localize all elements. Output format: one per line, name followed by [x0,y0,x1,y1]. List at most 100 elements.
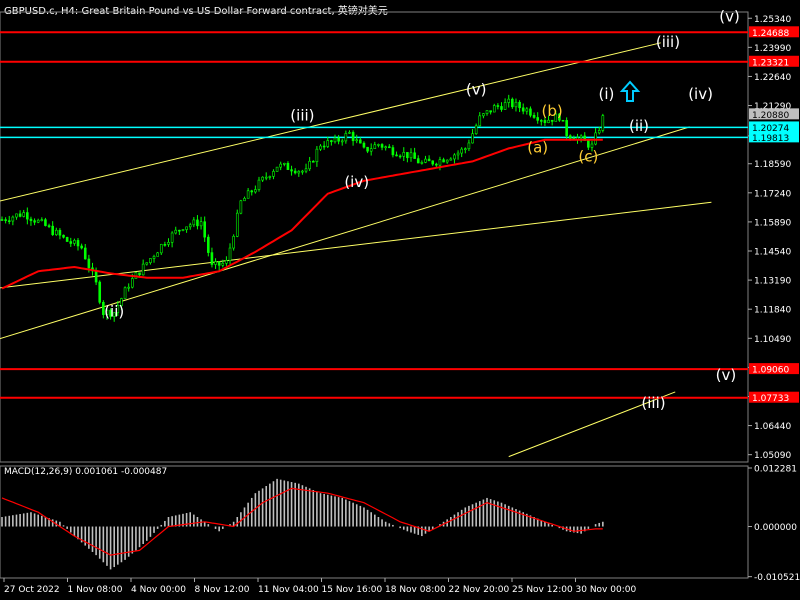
candle-body [239,200,243,214]
price-tick-label: 1.13190 [754,277,791,287]
candle-body [76,240,80,247]
price-tick-label: 1.25340 [754,15,791,25]
candle-body [453,154,456,160]
candle-body [485,110,489,114]
wave-label: (ii) [629,117,649,135]
candle-body [26,212,29,220]
candle-body [438,159,442,166]
time-tick-label: 27 Oct 2022 [4,585,60,595]
candle-body [44,219,47,226]
price-tick-label: 1.18590 [754,160,791,170]
level-tag-label: 1.07733 [752,394,789,404]
candle-body [225,260,228,264]
price-tick-label: 1.05090 [754,451,791,461]
candle-body [445,159,449,163]
candle-body [0,219,4,221]
candle-body [268,176,272,178]
time-tick-label: 30 Nov 00:00 [576,585,637,595]
candle-body [333,137,337,143]
candle-body [322,145,326,148]
macd-signal-line [1,487,603,556]
time-tick-label: 18 Nov 08:00 [385,585,446,595]
wave-label: (v) [719,7,740,25]
wave-label: (iii) [656,33,680,51]
candle-body [413,152,416,159]
candle-body [18,213,22,217]
candle-body [330,140,333,143]
candle-body [163,244,167,246]
wave-label: (a) [527,139,548,157]
candle-body [337,137,340,142]
candle-body [174,229,178,234]
price-tick-label: 1.17240 [754,189,791,199]
candle-body [22,212,26,217]
candle-body [4,219,7,221]
candle-body [15,213,18,218]
candle-body [554,113,558,122]
candle-body [167,242,170,245]
candle-body [254,189,257,193]
candle-body [344,133,348,142]
wave-label: (iii) [641,394,665,412]
candle-body [326,140,330,147]
candle-body [424,158,427,163]
candle-body [536,117,539,121]
candle-body [525,108,529,112]
candle-body [120,298,123,306]
candle-body [185,226,188,230]
candle-body [474,125,478,134]
trend-channel-line [0,201,712,289]
candle-body [406,152,409,159]
candle-body [561,119,565,122]
candle-body [138,272,141,276]
candle-body [395,154,398,157]
main-plot-frame [0,11,749,463]
candle-body [7,220,11,222]
candle-body [47,225,51,227]
candle-body [152,256,156,259]
candle-body [196,219,199,227]
trend-channel-line [0,42,661,202]
candle-body [427,158,431,162]
candle-body [246,190,250,199]
candle-body [380,144,384,148]
candle-body [73,240,76,244]
level-tag-bg [749,121,799,133]
candle-body [261,176,264,181]
candle-body [232,236,235,249]
wave-label: (ii) [104,303,124,321]
time-tick-label: 8 Nov 12:00 [195,585,250,595]
candle-body [207,236,210,253]
level-tag-bg [749,131,799,143]
candle-body [492,105,496,113]
candle-body [366,146,369,152]
time-tick-label: 1 Nov 08:00 [68,585,123,595]
candle-body [54,229,58,235]
candle-body [507,98,511,103]
level-tag-label: 1.09060 [752,366,789,376]
candle-body [489,110,492,113]
level-tag-bg [749,26,799,38]
candle-body [597,130,601,134]
candle-body [286,162,290,170]
level-tag-label: 1.20880 [752,111,789,121]
wave-label: (c) [578,147,598,165]
candle-body [351,132,355,142]
candle-body [387,146,391,149]
candle-body [159,244,163,254]
price-tick-label: 1.15890 [754,218,791,228]
candle-body [105,309,109,315]
price-tick-label: 1.11840 [754,306,791,316]
candle-body [112,312,116,317]
candle-body [272,171,275,177]
candle-body [460,148,463,154]
candle-body [109,309,112,317]
candle-body [290,169,293,172]
candle-body [127,286,130,289]
wave-label: (iv) [688,85,713,103]
candle-body [496,105,500,107]
candle-body [62,234,65,238]
price-tick-label: 1.21290 [754,102,791,112]
price-tick-label: 1.23990 [754,44,791,54]
